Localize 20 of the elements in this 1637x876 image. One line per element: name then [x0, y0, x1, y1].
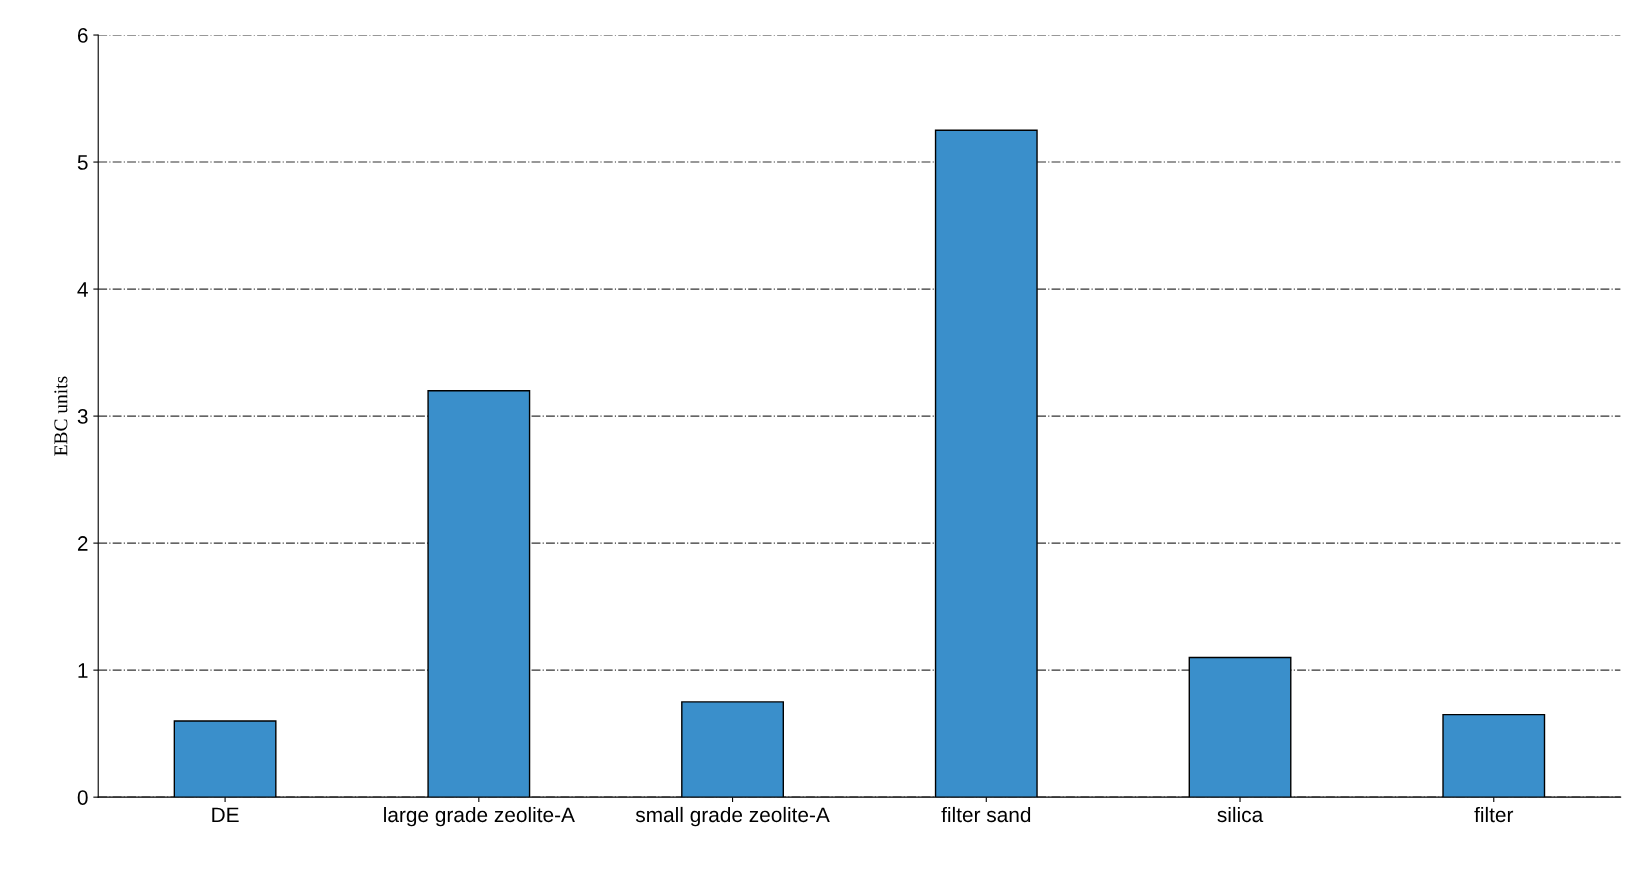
- y-tick-label: 0: [77, 790, 88, 805]
- bar: [681, 701, 784, 798]
- y-tick-label: 6: [77, 28, 88, 43]
- bar: [427, 390, 531, 798]
- bar: [1442, 713, 1546, 798]
- x-tick-label: large grade zeolite-A: [384, 806, 575, 827]
- y-tick-label: 3: [77, 409, 88, 424]
- x-tick-label: silica: [1217, 806, 1264, 823]
- y-tick-label: 4: [77, 282, 88, 297]
- bar: [173, 720, 277, 798]
- y-tick-label: 5: [77, 155, 88, 170]
- bar: [1188, 656, 1292, 798]
- bar: [934, 129, 1038, 798]
- y-tick-label: 1: [78, 663, 88, 678]
- y-tick-label: 2: [77, 536, 88, 551]
- x-tick-label: filter: [1474, 806, 1514, 823]
- x-tick-label: DE: [212, 807, 239, 822]
- x-tick-label: small grade zeolite-A: [635, 806, 830, 827]
- x-tick-label: filter sand: [941, 806, 1031, 823]
- y-axis-title: EBC units: [54, 376, 68, 456]
